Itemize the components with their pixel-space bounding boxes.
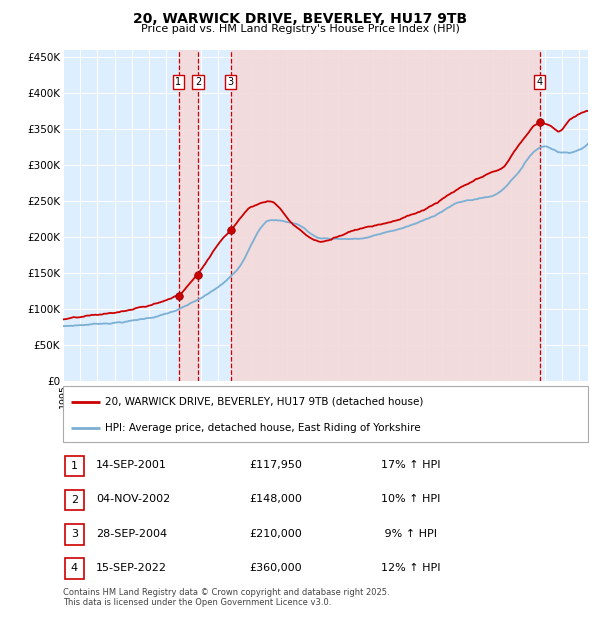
Text: 20, WARWICK DRIVE, BEVERLEY, HU17 9TB (detached house): 20, WARWICK DRIVE, BEVERLEY, HU17 9TB (d… — [105, 397, 424, 407]
Text: 2: 2 — [195, 77, 201, 87]
Text: 2: 2 — [71, 495, 78, 505]
Text: 3: 3 — [227, 77, 234, 87]
Text: £210,000: £210,000 — [249, 528, 302, 539]
Text: 3: 3 — [71, 529, 78, 539]
Text: 17% ↑ HPI: 17% ↑ HPI — [381, 460, 440, 471]
FancyBboxPatch shape — [65, 456, 84, 476]
FancyBboxPatch shape — [65, 490, 84, 510]
Text: £117,950: £117,950 — [249, 460, 302, 471]
Text: 20, WARWICK DRIVE, BEVERLEY, HU17 9TB: 20, WARWICK DRIVE, BEVERLEY, HU17 9TB — [133, 12, 467, 27]
Text: 15-SEP-2022: 15-SEP-2022 — [96, 562, 167, 573]
Text: 4: 4 — [537, 77, 543, 87]
Bar — [179, 50, 198, 381]
FancyBboxPatch shape — [65, 524, 84, 544]
Text: £360,000: £360,000 — [249, 562, 302, 573]
FancyBboxPatch shape — [65, 558, 84, 578]
Text: 1: 1 — [71, 461, 78, 471]
Text: £148,000: £148,000 — [249, 494, 302, 505]
Text: HPI: Average price, detached house, East Riding of Yorkshire: HPI: Average price, detached house, East… — [105, 423, 421, 433]
Bar — [230, 50, 540, 381]
Text: Price paid vs. HM Land Registry's House Price Index (HPI): Price paid vs. HM Land Registry's House … — [140, 24, 460, 33]
Text: 14-SEP-2001: 14-SEP-2001 — [96, 460, 167, 471]
Text: 28-SEP-2004: 28-SEP-2004 — [96, 528, 167, 539]
Text: 04-NOV-2002: 04-NOV-2002 — [96, 494, 170, 505]
FancyBboxPatch shape — [63, 386, 588, 442]
Text: 9% ↑ HPI: 9% ↑ HPI — [381, 528, 437, 539]
Text: 4: 4 — [71, 564, 78, 574]
Text: 10% ↑ HPI: 10% ↑ HPI — [381, 494, 440, 505]
Text: Contains HM Land Registry data © Crown copyright and database right 2025.
This d: Contains HM Land Registry data © Crown c… — [63, 588, 389, 607]
Text: 1: 1 — [175, 77, 182, 87]
Text: 12% ↑ HPI: 12% ↑ HPI — [381, 562, 440, 573]
